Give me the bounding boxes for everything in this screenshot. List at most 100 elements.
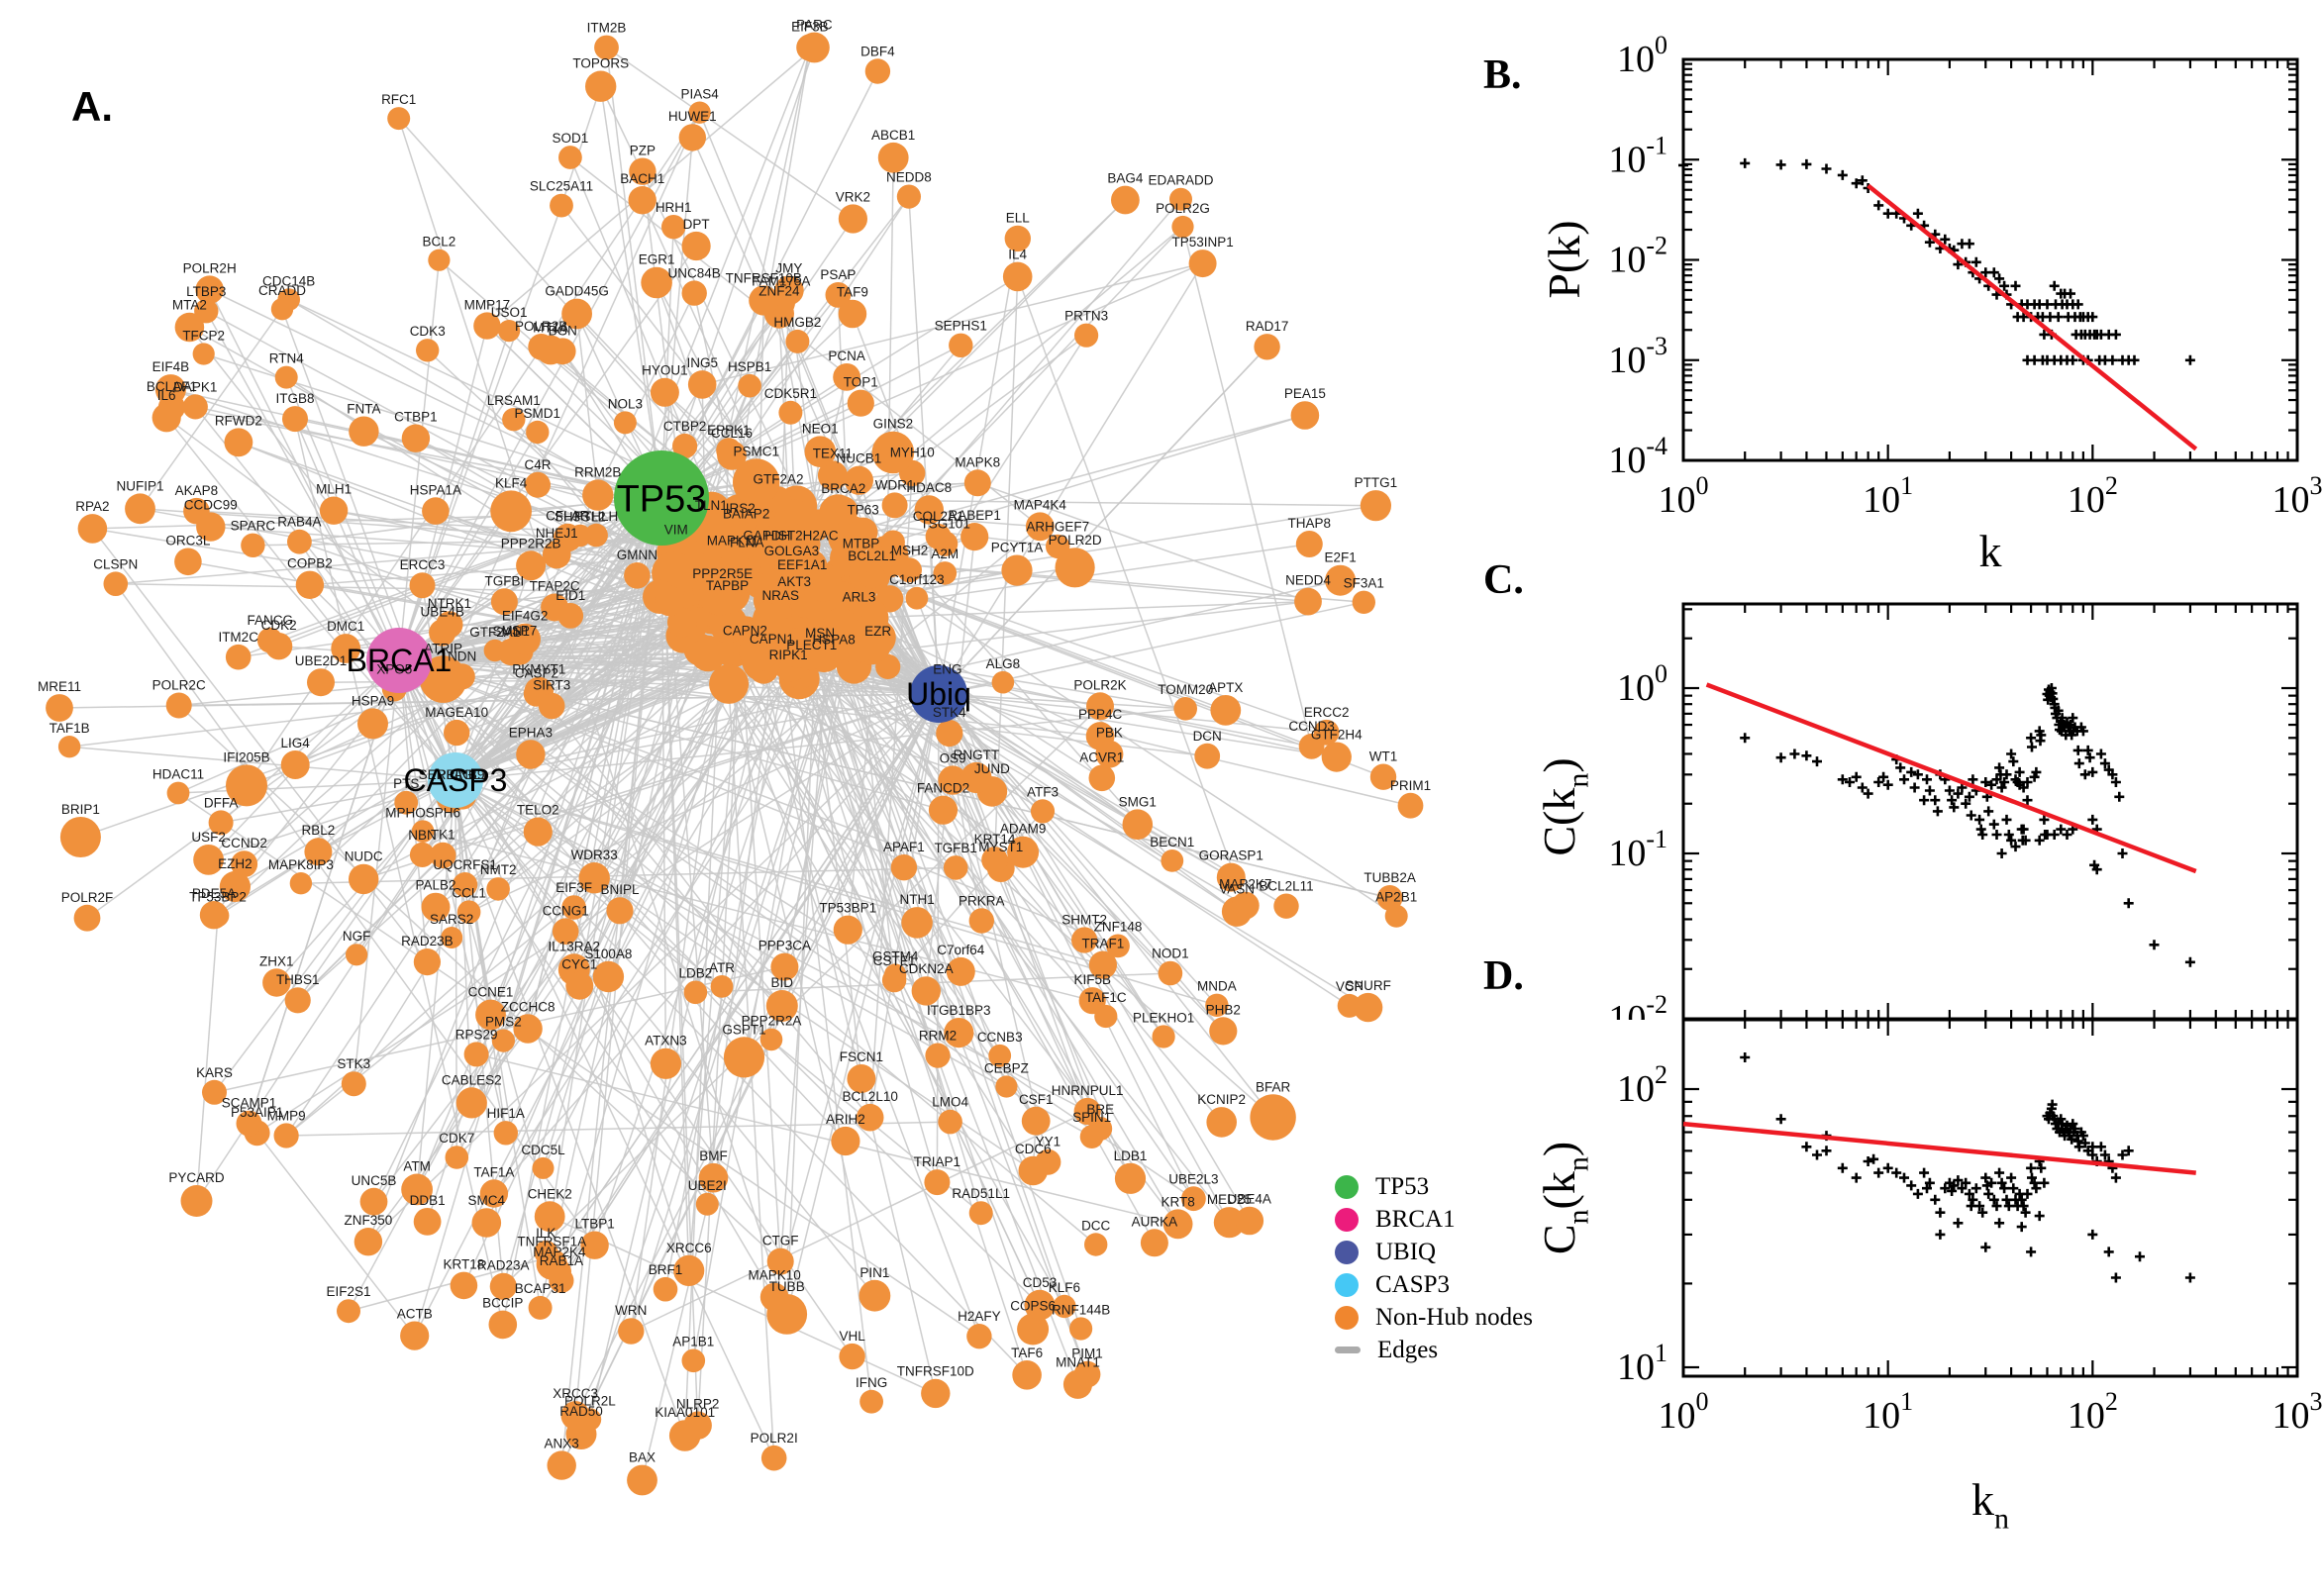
network-node	[77, 514, 108, 544]
network-node	[1053, 1294, 1076, 1319]
node-label: LDB1	[1114, 1148, 1148, 1163]
node-label: DFFA	[204, 795, 239, 810]
tick-label: 10-2	[1608, 232, 1667, 281]
node-label: CCL1	[452, 885, 486, 900]
network-node	[59, 817, 101, 857]
network-node	[829, 581, 858, 611]
node-label: ABCB1	[871, 128, 915, 143]
network-node	[877, 142, 909, 173]
network-node	[304, 838, 333, 866]
network-node	[550, 193, 573, 218]
network-node	[1086, 692, 1114, 721]
tick-label: 10-4	[1608, 432, 1667, 481]
node-label: PRIM1	[1390, 778, 1431, 793]
network-node	[241, 533, 265, 557]
node-label: EEF1A1	[777, 557, 827, 572]
node-label: CTBP2	[663, 419, 707, 434]
network-node	[1384, 904, 1408, 928]
network-node	[847, 1064, 876, 1093]
node-label: TOPORS	[572, 56, 629, 71]
node-label: UNC84B	[668, 265, 721, 280]
brca1-hub-icon	[1335, 1207, 1359, 1232]
network-node	[552, 918, 579, 945]
network-node	[1205, 993, 1229, 1017]
network-node	[831, 1126, 860, 1156]
node-label: MAPK8IP3	[268, 857, 334, 872]
network-node	[1250, 1094, 1296, 1141]
node-label: USO1	[491, 305, 528, 320]
network-node	[1073, 1097, 1101, 1126]
node-label: TLN1	[695, 498, 728, 513]
network-node	[1171, 215, 1194, 239]
node-label: ALG8	[986, 656, 1021, 671]
y-axis-title: Cn​(kn​)	[1534, 1142, 1595, 1254]
network-node	[833, 915, 862, 945]
network-node	[557, 603, 584, 629]
network-node	[759, 1282, 789, 1312]
node-label: POLR2H	[183, 261, 237, 276]
legend-item-edges: Edges	[1335, 1334, 1533, 1366]
network-node	[698, 572, 742, 616]
network-node	[1078, 987, 1106, 1015]
node-label: SPARC	[231, 519, 276, 534]
node-label: BMF	[699, 1148, 728, 1163]
network-node	[1030, 799, 1056, 824]
network-node	[450, 1271, 478, 1300]
node-label: PHB2	[1206, 1002, 1241, 1017]
network-node	[1369, 763, 1397, 790]
node-label: PLECT1	[786, 638, 837, 652]
node-label: BRF1	[649, 1262, 683, 1277]
network-node	[1079, 1125, 1104, 1148]
node-label: POLR2C	[152, 678, 206, 693]
network-node	[1024, 1289, 1056, 1321]
network-node	[46, 694, 73, 722]
network-node	[1025, 512, 1055, 542]
node-label: CD53	[1023, 1275, 1058, 1290]
network-node	[858, 1279, 891, 1312]
network-node	[995, 1075, 1018, 1098]
network-node	[174, 548, 202, 576]
node-label: APTX	[1208, 680, 1243, 695]
network-node	[1002, 261, 1033, 292]
node-label: ORC3L	[165, 534, 211, 549]
network-node	[905, 586, 929, 610]
node-label: CTGF	[762, 1234, 799, 1248]
node-label: MLH1	[316, 481, 352, 496]
node-label: COL2A1	[913, 509, 964, 524]
node-label: MT1A	[533, 321, 568, 336]
tick-label: 103	[2272, 1387, 2323, 1437]
node-label: BRE	[1086, 1102, 1114, 1117]
network-node	[1360, 490, 1391, 522]
node-label: CABLES2	[442, 1072, 502, 1087]
network-node	[681, 280, 707, 306]
network-node	[1004, 225, 1031, 252]
network-node	[208, 810, 234, 836]
node-label: HDAC8	[906, 480, 952, 495]
network-node	[825, 282, 852, 308]
node-label: TFAP2C	[530, 578, 580, 593]
node-label: ENG	[933, 662, 961, 677]
network-node	[413, 948, 441, 976]
node-label: P53AIP1	[231, 1105, 283, 1120]
network-node	[394, 790, 419, 815]
tp53-hub-icon	[1335, 1174, 1359, 1199]
network-node	[672, 433, 698, 459]
node-label: CAPN2	[723, 624, 767, 639]
node-label: CCNB3	[977, 1030, 1023, 1045]
network-node	[650, 377, 679, 407]
node-label: HMGB2	[773, 315, 821, 330]
node-label: TGFB1	[934, 841, 977, 855]
node-label: LTBP3	[186, 284, 226, 299]
node-label: PIN1	[859, 1265, 889, 1280]
network-node	[1169, 187, 1192, 211]
node-label: S100A8	[584, 947, 632, 961]
node-label: BCL2	[423, 235, 456, 249]
node-label: RAD50	[559, 1404, 603, 1419]
tick-label: 103	[2272, 471, 2323, 521]
node-label: CLSPN	[93, 556, 138, 571]
node-label: UBE2D1	[295, 653, 348, 668]
network-node	[1069, 1317, 1093, 1341]
node-label: TAF9	[837, 285, 868, 300]
node-label: BCL2L11	[1259, 879, 1313, 894]
node-label: PTHLH	[574, 509, 618, 524]
